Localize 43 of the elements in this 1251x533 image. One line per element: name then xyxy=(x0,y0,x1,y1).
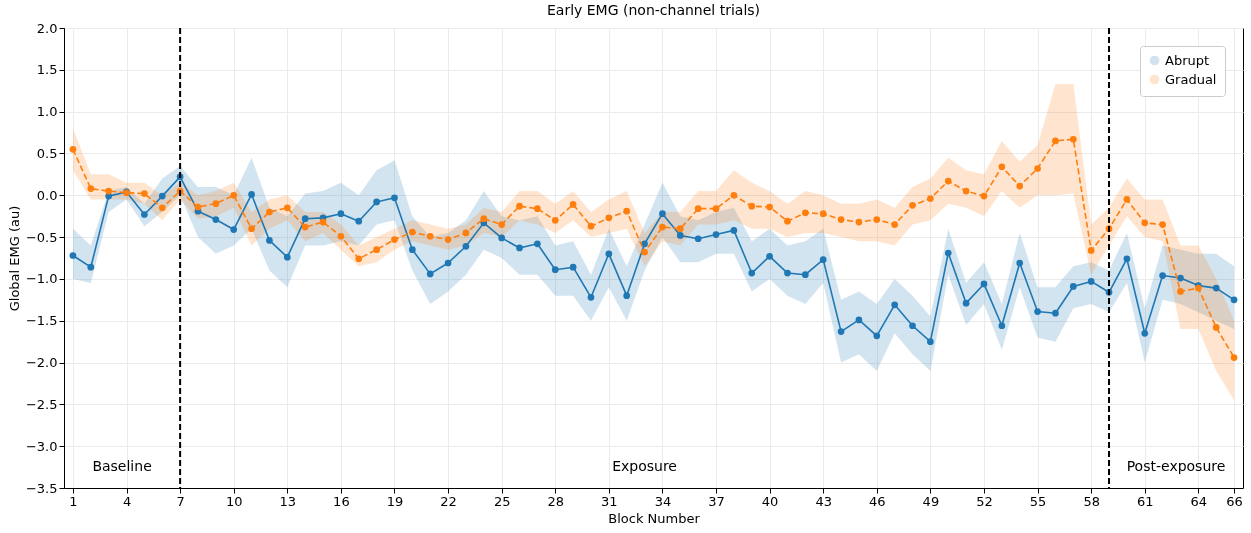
x-tick-label: 4 xyxy=(122,493,132,509)
x-tick-label: 1 xyxy=(69,493,78,509)
x-tick-label: 34 xyxy=(654,493,672,509)
y-tick-label: −1.5 xyxy=(25,313,58,329)
y-tick-label: 1.5 xyxy=(36,62,58,78)
x-tick-label: 10 xyxy=(225,493,243,509)
x-tick-label: 25 xyxy=(493,493,511,509)
x-tick-label: 28 xyxy=(547,493,565,509)
x-tick-label: 7 xyxy=(176,493,185,509)
x-tick-label: 52 xyxy=(976,493,993,509)
x-tick-label: 43 xyxy=(815,493,832,509)
x-tick-label: 22 xyxy=(440,493,457,509)
y-tick-label: −2.0 xyxy=(25,355,58,371)
x-tick-label: 37 xyxy=(708,493,725,509)
x-tick-label: 46 xyxy=(869,493,886,509)
legend-label: Gradual xyxy=(1165,71,1217,87)
y-tick-label: −3.5 xyxy=(25,480,58,496)
x-tick-label: 40 xyxy=(761,493,779,509)
y-tick-label: 1.0 xyxy=(36,104,58,120)
annotation: Post-exposure xyxy=(1126,458,1226,475)
x-tick-label: 19 xyxy=(386,493,404,509)
x-tick-label: 64 xyxy=(1190,493,1208,509)
y-axis-title: Global EMG (au) xyxy=(6,205,22,312)
x-axis-title: Block Number xyxy=(608,510,701,526)
x-tick-label: 13 xyxy=(279,493,297,509)
chart-title: Early EMG (non-channel trials) xyxy=(546,2,761,18)
x-tick-label: 58 xyxy=(1083,493,1100,509)
y-tick-label: −0.5 xyxy=(25,229,58,245)
y-tick-label: 2.0 xyxy=(36,20,58,36)
annotation: Baseline xyxy=(92,458,152,475)
x-tick-label: 16 xyxy=(333,493,350,509)
x-tick-label: 66 xyxy=(1226,493,1243,509)
y-tick-label: −3.0 xyxy=(25,438,58,454)
y-tick-label: 0.5 xyxy=(36,145,58,161)
y-tick-label: 0.0 xyxy=(36,187,58,203)
x-tick-label: 31 xyxy=(601,493,618,509)
annotation: Exposure xyxy=(612,458,677,475)
legend-label: Abrupt xyxy=(1165,52,1210,68)
y-tick-label: −2.5 xyxy=(25,396,58,412)
x-tick-label: 55 xyxy=(1029,493,1047,509)
x-tick-label: 49 xyxy=(922,493,940,509)
y-tick-label: −1.0 xyxy=(25,271,58,287)
x-tick-label: 61 xyxy=(1136,493,1154,509)
